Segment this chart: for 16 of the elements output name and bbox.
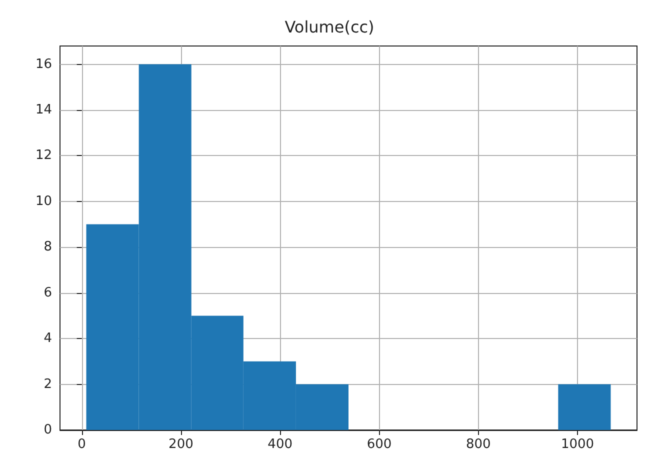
y-tick-label: 4 [44, 331, 52, 346]
x-tick-label: 200 [168, 437, 194, 452]
x-tick-label: 1000 [560, 437, 594, 452]
chart-title: Volume(cc) [284, 18, 374, 36]
y-tick-label: 12 [35, 148, 52, 164]
x-tick-label: 400 [268, 437, 293, 452]
y-tick-label: 0 [44, 422, 52, 438]
x-tick-label: 800 [466, 437, 491, 452]
x-tick-label: 600 [366, 437, 392, 452]
y-tick-label: 2 [44, 376, 52, 392]
x-tick-label: 0 [78, 437, 86, 452]
y-tick-label: 6 [44, 285, 52, 300]
y-tick-label: 14 [35, 102, 52, 118]
y-tick-label: 10 [35, 194, 52, 209]
y-tick-label: 8 [44, 240, 52, 255]
y-tick-label: 16 [35, 56, 52, 72]
